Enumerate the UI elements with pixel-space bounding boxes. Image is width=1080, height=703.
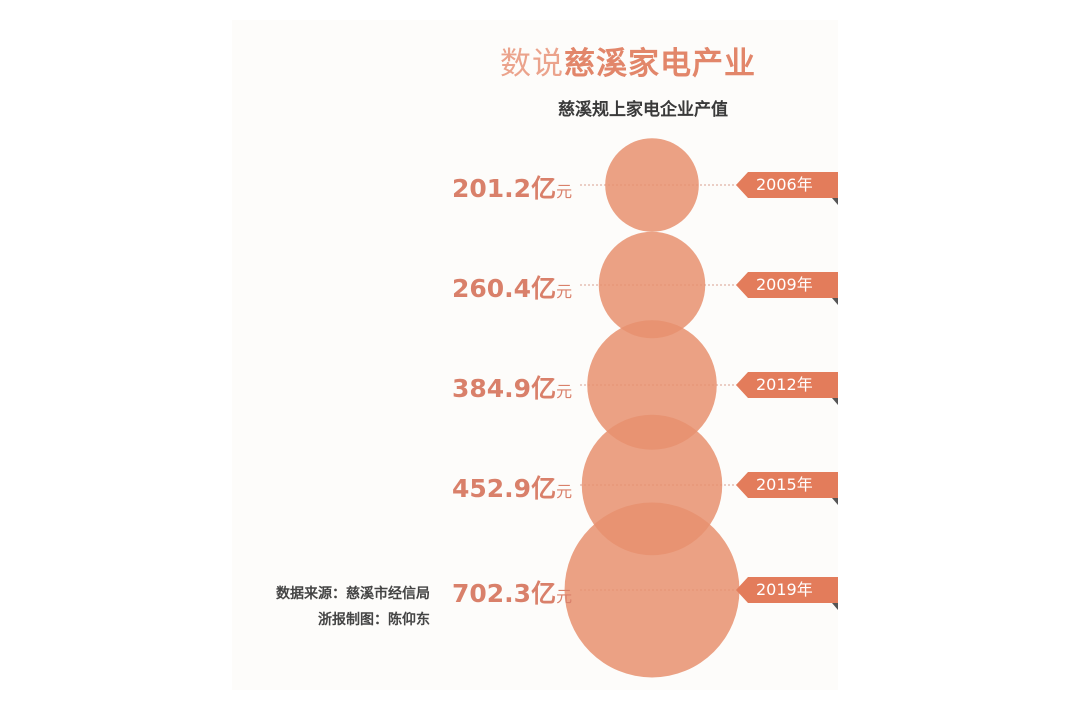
year-tag: 2012年 [736,372,838,405]
unit-yuan: 元 [556,587,573,606]
value-label: 260.4亿元 [452,269,572,305]
bubble-2012年 [587,320,717,450]
unit-yuan: 元 [556,382,573,401]
value-number: 201.2 [452,174,532,203]
bubble-2006年 [605,138,699,232]
unit-yuan: 元 [556,282,573,301]
bubble-2019年 [564,502,740,678]
unit-yi: 亿 [531,174,557,203]
value-label: 702.3亿元 [452,574,572,610]
value-number: 260.4 [452,274,532,303]
title-main: 慈溪家电产业 [564,46,756,82]
unit-yi: 亿 [531,274,557,303]
bubble-2009年 [598,231,706,339]
unit-yuan: 元 [556,182,573,201]
credit-note: 浙报制图：陈仰东 [318,612,430,628]
value-number: 452.9 [452,474,532,503]
value-number: 702.3 [452,579,532,608]
unit-yi: 亿 [531,579,557,608]
value-label: 452.9亿元 [452,469,572,505]
unit-yuan: 元 [556,482,573,501]
year-tag: 2019年 [736,577,838,610]
year-tag: 2006年 [736,172,838,205]
year-tag: 2009年 [736,272,838,305]
value-number: 384.9 [452,374,532,403]
chart-subtitle: 慈溪规上家电企业产值 [558,100,728,120]
unit-yi: 亿 [531,374,557,403]
year-tag: 2015年 [736,472,838,505]
value-label: 384.9亿元 [452,369,572,405]
chart-title: 数说慈溪家电产业 [500,38,756,83]
value-label: 201.2亿元 [452,169,572,205]
source-note: 数据来源：慈溪市经信局 [276,586,430,602]
unit-yi: 亿 [531,474,557,503]
title-prefix: 数说 [500,46,564,82]
